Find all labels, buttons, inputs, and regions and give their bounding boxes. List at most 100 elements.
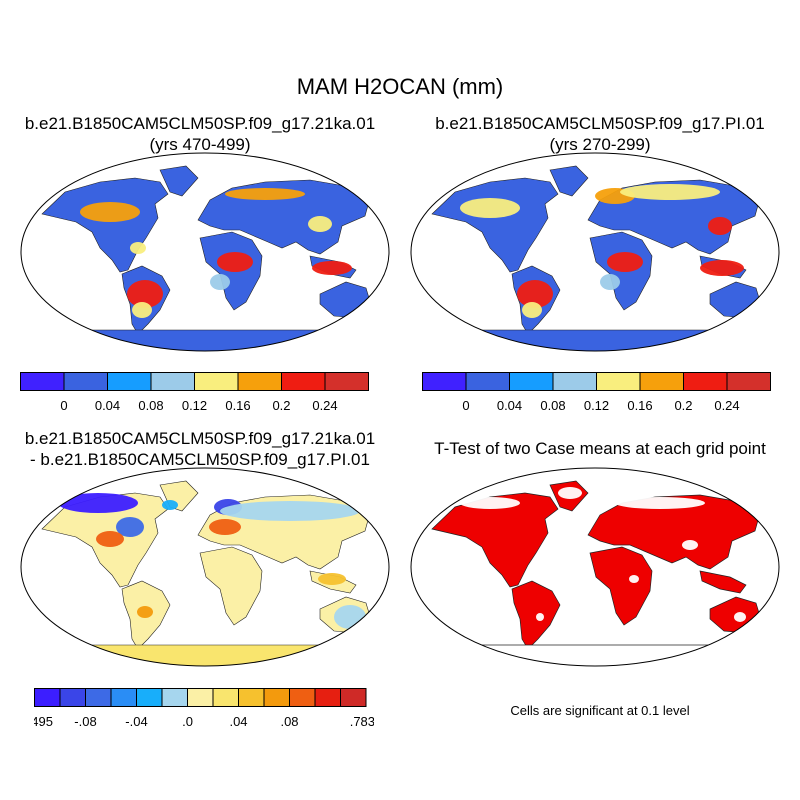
- map-border: [410, 467, 780, 667]
- value-patch: [132, 302, 152, 318]
- value-patch: [209, 519, 241, 535]
- colorbar-box: [20, 372, 65, 391]
- antarctica: [21, 329, 389, 351]
- colorbar-label: .08: [280, 714, 298, 729]
- value-patch: [116, 517, 144, 537]
- value-patch: [162, 500, 178, 510]
- panel-1-years: (yrs 470-499): [149, 135, 251, 154]
- colorbar-box: [726, 372, 771, 391]
- value-patch: [308, 216, 332, 232]
- significance-patches: [460, 487, 746, 622]
- colorbar-label: -.04: [125, 714, 147, 729]
- africa: [199, 546, 263, 626]
- colorbar-box: [509, 372, 554, 391]
- colorbar-box: [422, 372, 467, 391]
- value-patch: [460, 497, 520, 509]
- panel-3-case-a: b.e21.B1850CAM5CLM50SP.f09_g17.21ka.01: [24, 429, 376, 448]
- value-patch: [460, 198, 520, 218]
- colorbar-label: 0.04: [497, 398, 522, 413]
- value-patch: [96, 531, 124, 547]
- figure-title: MAM H2OCAN (mm): [296, 74, 504, 99]
- eurasia: [587, 494, 761, 570]
- panel-1-case-name: b.e21.B1850CAM5CLM50SP.f09_g17.21ka.01: [24, 114, 376, 133]
- colorbar-box: [107, 372, 152, 391]
- value-patch: [210, 274, 230, 290]
- colorbar-box: [161, 688, 188, 707]
- colorbar-box: [237, 372, 282, 391]
- value-patch: [58, 493, 138, 513]
- value-patch: [615, 497, 705, 509]
- colorbar-box: [136, 688, 163, 707]
- colorbar-1: 0 0.04 0.08 0.12 0.16 0.2 0.24: [20, 372, 369, 413]
- value-patch: [522, 302, 542, 318]
- value-patch: [80, 202, 140, 222]
- map-border: [20, 152, 390, 352]
- value-patch: [558, 487, 582, 499]
- antarctica: [21, 644, 389, 666]
- north-america: [431, 492, 559, 588]
- value-patch: [600, 274, 620, 290]
- significance-note: Cells are significant at 0.1 level: [510, 703, 690, 718]
- panel-4-title: T-Test of two Case means at each grid po…: [434, 439, 766, 458]
- colorbar-label: -.08: [74, 714, 96, 729]
- map-panel-2: [410, 152, 780, 352]
- north-america: [431, 177, 559, 273]
- panel-1-title: b.e21.B1850CAM5CLM50SP.f09_g17.21ka.01 (…: [0, 113, 400, 155]
- value-patch: [620, 184, 720, 200]
- colorbar-box: [596, 372, 641, 391]
- colorbar-box: [150, 372, 195, 391]
- colorbar-box: [340, 688, 367, 707]
- colorbar-label: .7833: [350, 714, 374, 729]
- value-patch: [700, 260, 744, 276]
- value-patches: [80, 188, 352, 318]
- colorbar-label: 0: [462, 398, 469, 413]
- value-patch: [127, 280, 163, 308]
- colorbar-label: 0.2: [272, 398, 290, 413]
- value-patches: [460, 184, 744, 318]
- colorbar-box: [110, 688, 137, 707]
- colorbar-box: [289, 688, 316, 707]
- antarctica: [411, 329, 779, 351]
- colorbar-box: [238, 688, 265, 707]
- africa: [589, 546, 653, 626]
- colorbar-box: [212, 688, 239, 707]
- colorbar-label: 0.08: [138, 398, 163, 413]
- panel-2-title: b.e21.B1850CAM5CLM50SP.f09_g17.PI.01 (yr…: [400, 113, 800, 155]
- colorbar-box: [314, 688, 341, 707]
- value-patch: [629, 575, 639, 583]
- panel-3-case-b: - b.e21.B1850CAM5CLM50SP.f09_g17.PI.01: [30, 450, 370, 469]
- map-panel-3: [20, 467, 390, 667]
- colorbar-box: [34, 688, 61, 707]
- colorbar-box: [281, 372, 326, 391]
- colorbar-box: [683, 372, 728, 391]
- value-patch: [536, 613, 544, 621]
- colorbar-box: [552, 372, 597, 391]
- colorbar-box: [59, 688, 86, 707]
- colorbar-label: 0.04: [95, 398, 120, 413]
- colorbar-box: [63, 372, 108, 391]
- panel-2-years: (yrs 270-299): [549, 135, 651, 154]
- colorbar-label: 0.12: [182, 398, 207, 413]
- value-patch: [220, 501, 360, 521]
- antarctica: [411, 644, 779, 666]
- colorbar-label: 0.24: [312, 398, 337, 413]
- greenland: [159, 165, 199, 197]
- colorbar-label: 0.12: [584, 398, 609, 413]
- colorbar-label: 0.16: [225, 398, 250, 413]
- value-patch: [334, 605, 366, 629]
- south-america: [511, 580, 561, 650]
- colorbar-box: [465, 372, 510, 391]
- colorbar-label: .0: [182, 714, 193, 729]
- map-border: [20, 467, 390, 667]
- colorbar-label: 0.16: [627, 398, 652, 413]
- colorbar-box: [639, 372, 684, 391]
- value-patch: [318, 573, 346, 585]
- panel-2-case-name: b.e21.B1850CAM5CLM50SP.f09_g17.PI.01: [435, 114, 765, 133]
- greenland: [549, 165, 589, 197]
- colorbar-label: 0.2: [674, 398, 692, 413]
- colorbar-box: [324, 372, 369, 391]
- value-patch: [312, 261, 352, 275]
- panel-3-title: b.e21.B1850CAM5CLM50SP.f09_g17.21ka.01 -…: [0, 428, 400, 470]
- value-patch: [217, 252, 253, 272]
